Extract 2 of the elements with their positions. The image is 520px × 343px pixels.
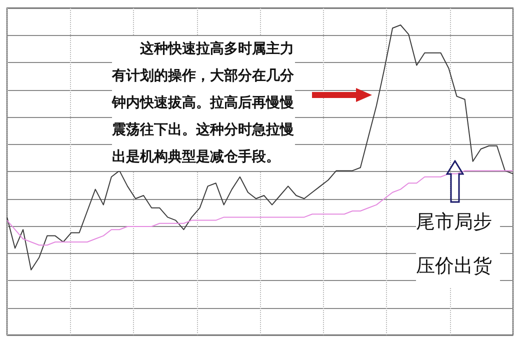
annotation: 这种快速拉高多时属主力有计划的操作，大部分在几分钟内快速拔高。拉高后再慢慢震荡往下出。这种分时急拉慢出是机构典型是减仓手段。 [112,36,295,171]
annotation: 尾市局步压价出货 [416,200,500,288]
